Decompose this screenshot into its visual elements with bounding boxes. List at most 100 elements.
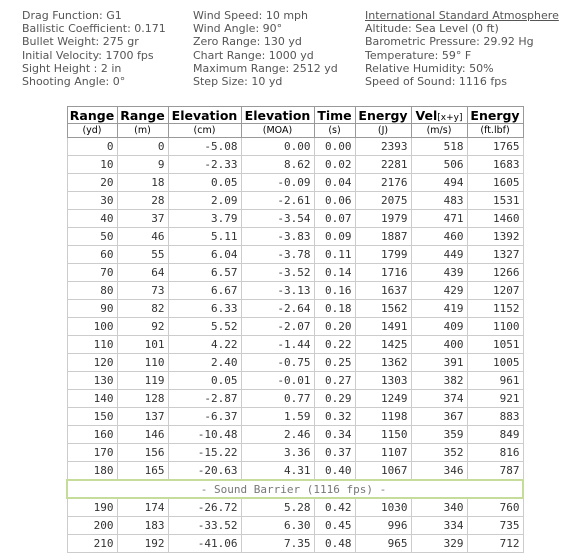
cell: 374 bbox=[410, 389, 468, 408]
cell: 0.00 bbox=[240, 137, 315, 156]
param-line: Maximum Range: 2512 yd bbox=[193, 61, 338, 75]
cell: 0.25 bbox=[313, 353, 356, 372]
cell: 961 bbox=[466, 371, 524, 390]
cell: 506 bbox=[410, 155, 468, 174]
cell: 1979 bbox=[354, 209, 412, 228]
cell: 449 bbox=[410, 245, 468, 264]
cell: 1107 bbox=[354, 443, 412, 462]
cell: 0.29 bbox=[313, 389, 356, 408]
cell: 0.05 bbox=[167, 173, 242, 192]
data-row: 210 192 -41.06 7.35 0.48 965 329 712 bbox=[66, 534, 524, 553]
cell: 0.48 bbox=[313, 534, 356, 553]
cell: 2075 bbox=[354, 191, 412, 210]
cell: 10 bbox=[66, 155, 118, 174]
cell: 712 bbox=[466, 534, 524, 553]
cell: 3.79 bbox=[167, 209, 242, 228]
cell: 28 bbox=[116, 191, 169, 210]
cell: -3.83 bbox=[240, 227, 315, 246]
atmosphere-link[interactable]: International Standard Atmosphere bbox=[365, 9, 559, 22]
cell: 0.42 bbox=[313, 497, 356, 517]
cell: 1637 bbox=[354, 281, 412, 300]
cell: 2393 bbox=[354, 137, 412, 156]
cell: 210 bbox=[66, 534, 118, 553]
cell: 128 bbox=[116, 389, 169, 408]
column-header: Vel[x+y] bbox=[410, 106, 468, 124]
cell: 1303 bbox=[354, 371, 412, 390]
cell: 3.36 bbox=[240, 443, 315, 462]
cell: 7.35 bbox=[240, 534, 315, 553]
param-line: Drag Function: G1 bbox=[22, 9, 122, 22]
cell: 2281 bbox=[354, 155, 412, 174]
param-line: Wind Speed: 10 mph bbox=[193, 9, 308, 22]
cell: 18 bbox=[116, 173, 169, 192]
cell: 0 bbox=[116, 137, 169, 156]
column-header: Energy bbox=[354, 106, 412, 124]
column-header: Range bbox=[116, 106, 169, 124]
cell: 1207 bbox=[466, 281, 524, 300]
data-row: 80 73 6.67 -3.13 0.16 1637 429 1207 bbox=[66, 281, 524, 300]
cell: 170 bbox=[66, 443, 118, 462]
cell: 996 bbox=[354, 516, 412, 535]
cell: -10.48 bbox=[167, 425, 242, 444]
cell: 735 bbox=[466, 516, 524, 535]
cell: 160 bbox=[66, 425, 118, 444]
cell: 5.28 bbox=[240, 497, 315, 517]
cell: 5.52 bbox=[167, 317, 242, 336]
cell: 400 bbox=[410, 335, 468, 354]
data-row: - Sound Barrier (1116 fps) - bbox=[66, 479, 524, 499]
cell: 0.16 bbox=[313, 281, 356, 300]
cell: -5.08 bbox=[167, 137, 242, 156]
sound-barrier-note: - Sound Barrier (1116 fps) - bbox=[66, 479, 524, 499]
cell: 1327 bbox=[466, 245, 524, 264]
cell: 460 bbox=[410, 227, 468, 246]
cell: 346 bbox=[410, 461, 468, 481]
cell: 55 bbox=[116, 245, 169, 264]
data-row: 110 101 4.22 -1.44 0.22 1425 400 1051 bbox=[66, 335, 524, 354]
param-line: Speed of Sound: 1116 fps bbox=[365, 75, 507, 89]
cell: -2.07 bbox=[240, 317, 315, 336]
cell: -20.63 bbox=[167, 461, 242, 481]
unit-cell: (yd) bbox=[66, 123, 118, 138]
cell: 1887 bbox=[354, 227, 412, 246]
cell: 0.07 bbox=[313, 209, 356, 228]
cell: 119 bbox=[116, 371, 169, 390]
cell: 1425 bbox=[354, 335, 412, 354]
param-line: Wind Angle: 90° bbox=[193, 22, 283, 36]
unit-cell: (ft.lbf) bbox=[466, 123, 524, 138]
cell: 165 bbox=[116, 461, 169, 481]
ballistics-table: Range Range Elevation Elevation Time Energy Ve… bbox=[66, 106, 524, 553]
cell: 1460 bbox=[466, 209, 524, 228]
column-header: Range bbox=[66, 106, 118, 124]
cell: 1152 bbox=[466, 299, 524, 318]
data-row: 130 119 0.05 -0.01 0.27 1303 382 961 bbox=[66, 371, 524, 390]
cell: 100 bbox=[66, 317, 118, 336]
unit-cell: (m) bbox=[116, 123, 169, 138]
param-line: Initial Velocity: 1700 fps bbox=[22, 48, 154, 62]
cell: 1150 bbox=[354, 425, 412, 444]
cell: 60 bbox=[66, 245, 118, 264]
cell: -3.13 bbox=[240, 281, 315, 300]
header-text: Vel bbox=[415, 107, 438, 123]
cell: 1067 bbox=[354, 461, 412, 481]
cell: 329 bbox=[410, 534, 468, 553]
cell: 483 bbox=[410, 191, 468, 210]
cell: 0.27 bbox=[313, 371, 356, 390]
cell: 5.11 bbox=[167, 227, 242, 246]
cell: 1716 bbox=[354, 263, 412, 282]
data-row: 70 64 6.57 -3.52 0.14 1716 439 1266 bbox=[66, 263, 524, 282]
data-row: 100 92 5.52 -2.07 0.20 1491 409 1100 bbox=[66, 317, 524, 336]
cell: 1005 bbox=[466, 353, 524, 372]
cell: -1.44 bbox=[240, 335, 315, 354]
cell: 1051 bbox=[466, 335, 524, 354]
cell: 120 bbox=[66, 353, 118, 372]
cell: 6.04 bbox=[167, 245, 242, 264]
cell: 419 bbox=[410, 299, 468, 318]
cell: 1562 bbox=[354, 299, 412, 318]
cell: 1030 bbox=[354, 497, 412, 517]
cell: 4.31 bbox=[240, 461, 315, 481]
cell: 130 bbox=[66, 371, 118, 390]
cell: 174 bbox=[116, 497, 169, 517]
cell: 921 bbox=[466, 389, 524, 408]
cell: 0.32 bbox=[313, 407, 356, 426]
cell: 1362 bbox=[354, 353, 412, 372]
